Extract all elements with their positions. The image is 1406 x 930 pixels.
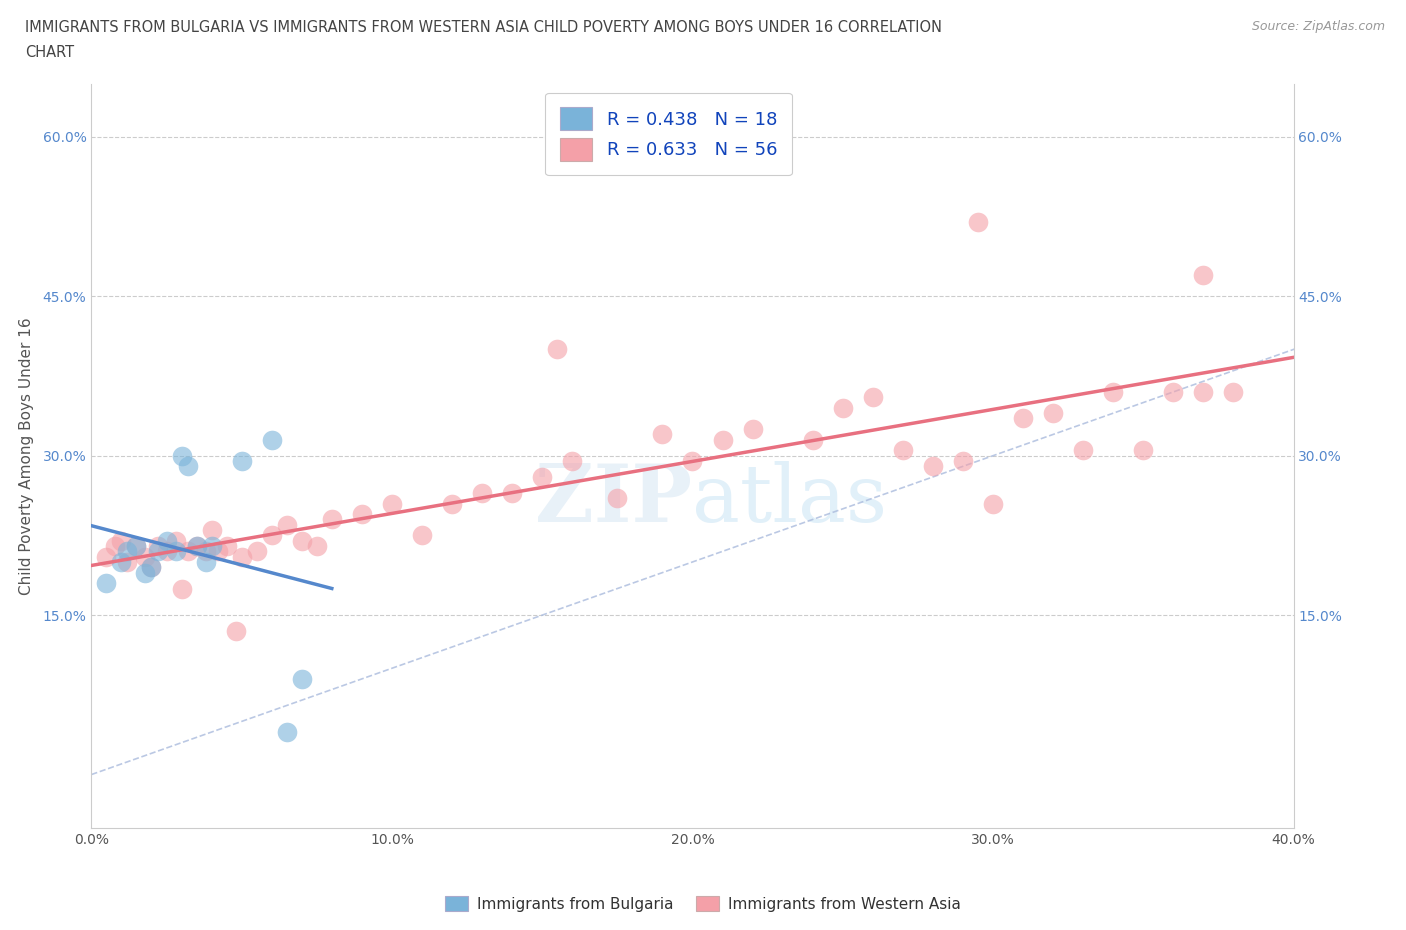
Point [201,523,224,538]
Point [1132,443,1154,458]
Point [246,544,269,559]
Point [952,454,974,469]
Point [1102,384,1125,399]
Point [96,550,118,565]
Point [305,538,328,553]
Point [1222,384,1244,399]
Point [350,507,373,522]
Point [922,458,945,473]
Point [967,215,990,230]
Point [104,538,127,553]
Point [146,544,169,559]
Legend: Immigrants from Bulgaria, Immigrants from Western Asia: Immigrants from Bulgaria, Immigrants fro… [439,889,967,918]
Point [155,533,177,548]
Point [1192,384,1215,399]
Point [225,624,247,639]
Point [276,724,298,739]
Point [891,443,914,458]
Point [117,544,139,559]
Point [176,458,198,473]
Point [207,544,229,559]
Point [125,538,148,553]
Point [1161,384,1184,399]
Point [141,560,163,575]
Point [1012,411,1035,426]
Point [165,533,187,548]
Point [862,390,884,405]
Point [186,538,208,553]
Point [260,528,283,543]
Point [1071,443,1094,458]
Legend: R = 0.438   N = 18, R = 0.633   N = 56: R = 0.438 N = 18, R = 0.633 N = 56 [546,93,792,175]
Point [411,528,433,543]
Text: ZIP: ZIP [536,461,692,539]
Point [231,550,253,565]
Point [125,538,148,553]
Point [501,485,523,500]
Point [546,342,568,357]
Point [291,533,314,548]
Point [1042,405,1064,420]
Point [146,538,169,553]
Point [231,454,253,469]
Point [681,454,703,469]
Point [186,538,208,553]
Text: atlas: atlas [692,461,887,539]
Point [531,470,554,485]
Point [440,496,463,511]
Point [321,512,343,527]
Point [110,554,132,569]
Text: CHART: CHART [25,45,75,60]
Point [194,554,217,569]
Point [801,432,824,447]
Point [561,454,583,469]
Point [215,538,238,553]
Point [134,550,156,565]
Point [96,576,118,591]
Point [711,432,734,447]
Point [291,671,314,686]
Point [110,533,132,548]
Point [170,448,193,463]
Text: Source: ZipAtlas.com: Source: ZipAtlas.com [1251,20,1385,33]
Y-axis label: Child Poverty Among Boys Under 16: Child Poverty Among Boys Under 16 [20,317,34,594]
Point [165,544,187,559]
Point [141,560,163,575]
Point [276,517,298,532]
Point [194,544,217,559]
Point [155,544,177,559]
Point [741,421,763,436]
Point [606,491,628,506]
Point [471,485,494,500]
Point [1192,268,1215,283]
Point [117,554,139,569]
Point [831,401,853,416]
Point [260,432,283,447]
Point [176,544,198,559]
Point [981,496,1004,511]
Point [134,565,156,580]
Point [381,496,404,511]
Point [201,538,224,553]
Point [651,427,673,442]
Text: IMMIGRANTS FROM BULGARIA VS IMMIGRANTS FROM WESTERN ASIA CHILD POVERTY AMONG BOY: IMMIGRANTS FROM BULGARIA VS IMMIGRANTS F… [25,20,942,35]
Point [170,581,193,596]
